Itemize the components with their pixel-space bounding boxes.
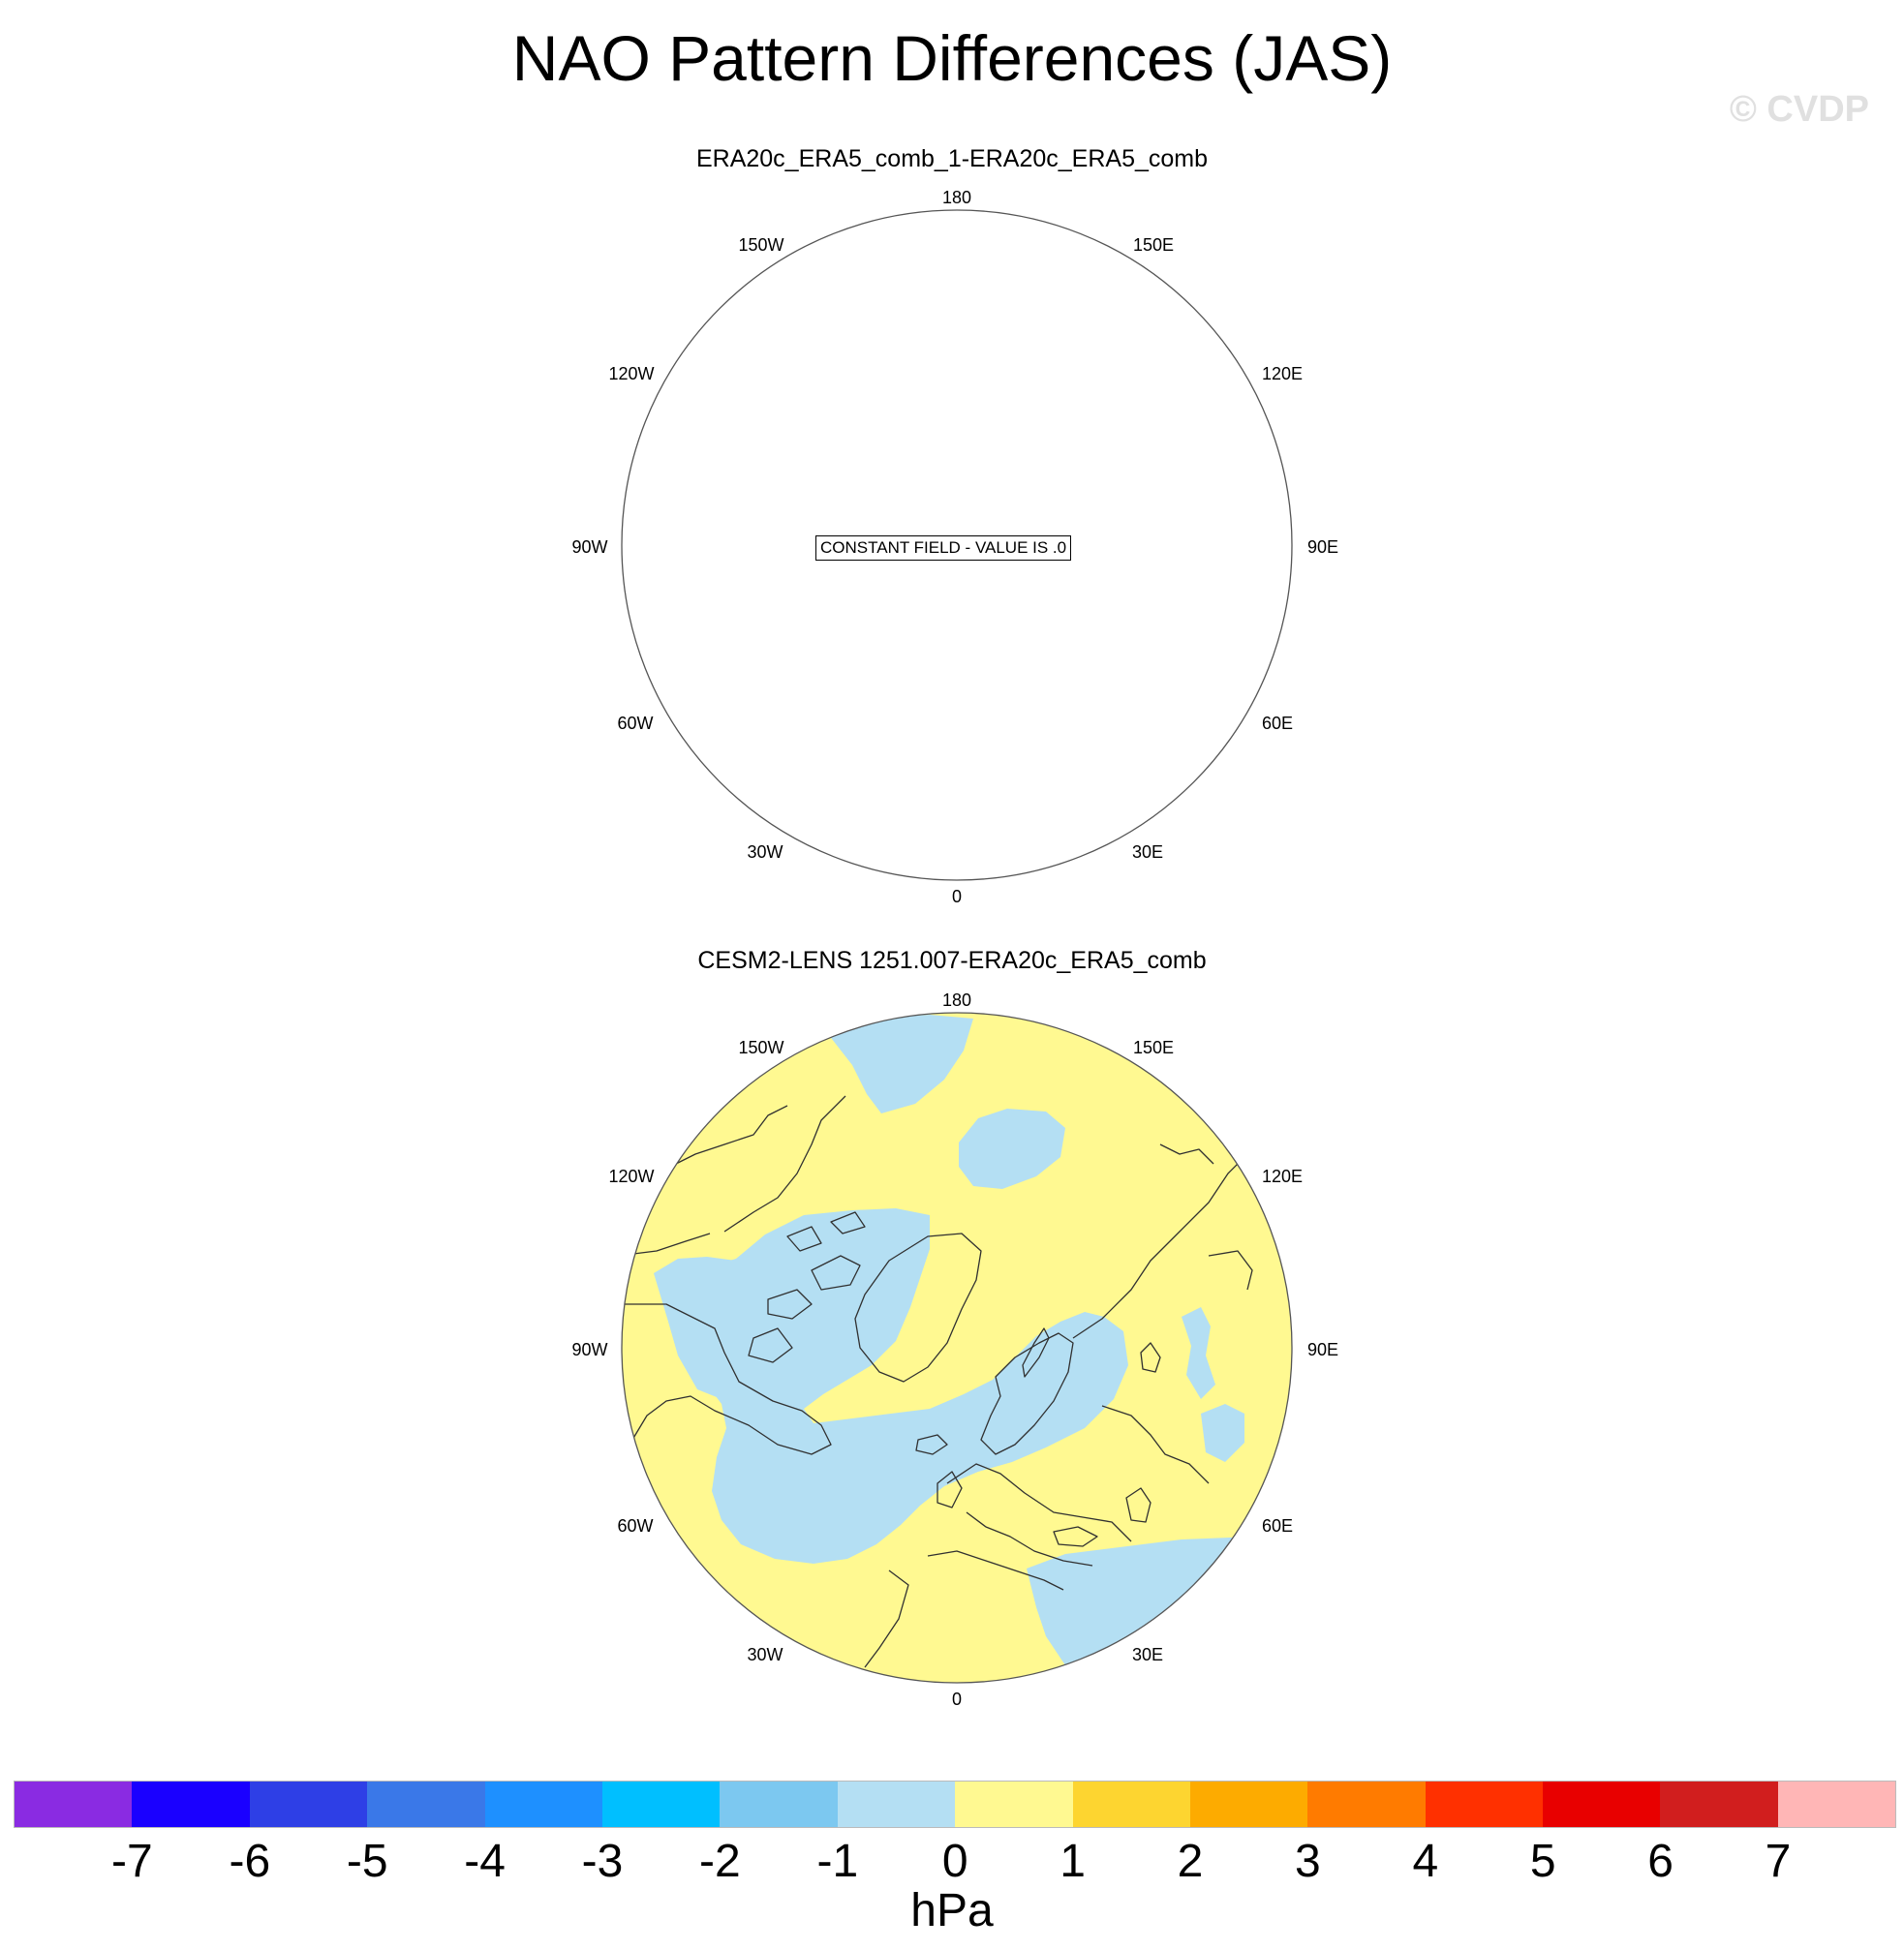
colorbar-tick-label: -6	[229, 1836, 271, 1887]
colorbar-tick-label: -7	[111, 1836, 153, 1887]
panel-2-map-frame	[621, 1012, 1293, 1684]
colorbar-tick-label: 5	[1529, 1836, 1556, 1887]
colorbar-box	[15, 1782, 133, 1827]
colorbar-box	[720, 1782, 838, 1827]
lon-label-150w: 150W	[738, 235, 783, 255]
colorbar-tick-label: 3	[1295, 1836, 1321, 1887]
polar-maps: 180 150W 150E 120W 120E 90W 90E 60W 60E …	[571, 188, 1338, 1709]
lon-label-60w: 60W	[617, 714, 653, 733]
panel-2-title: CESM2-LENS 1251.007-ERA20c_ERA5_comb	[697, 947, 1207, 974]
colorbar-tick-label: 0	[941, 1836, 968, 1887]
panel-1-longitude-labels: 180 150W 150E 120W 120E 90W 90E 60W 60E …	[571, 188, 1338, 906]
colorbar-tick-label: -3	[581, 1836, 624, 1887]
lon-label-90e: 90E	[1307, 537, 1338, 557]
colorbar-box	[249, 1782, 368, 1827]
lon-label-120w: 120W	[608, 364, 654, 383]
colorbar-box	[837, 1782, 956, 1827]
colorbar-units: hPa	[910, 1885, 994, 1936]
lon-label-60e: 60E	[1262, 714, 1293, 733]
colorbar-tick-label: 6	[1647, 1836, 1674, 1887]
colorbar-tick-label: -4	[464, 1836, 506, 1887]
lon-label-180: 180	[942, 990, 971, 1010]
colorbar-tick-label: -5	[346, 1836, 388, 1887]
lon-label-30e: 30E	[1132, 1645, 1163, 1664]
figure-title: NAO Pattern Differences (JAS)	[511, 22, 1393, 94]
lon-label-150w: 150W	[738, 1038, 783, 1057]
lon-label-0: 0	[952, 887, 962, 906]
lon-label-150e: 150E	[1133, 1038, 1174, 1057]
panel-2-map	[621, 1012, 1293, 1684]
cvdp-watermark: © CVDP	[1729, 89, 1869, 130]
colorbar-tick-label: 2	[1177, 1836, 1204, 1887]
lon-label-30e: 30E	[1132, 842, 1163, 862]
lon-label-120w: 120W	[608, 1167, 654, 1186]
lon-label-30w: 30W	[747, 842, 783, 862]
lon-label-30w: 30W	[747, 1645, 783, 1664]
colorbar-box	[1543, 1782, 1661, 1827]
colorbar-box	[1189, 1782, 1308, 1827]
colorbar-box	[601, 1782, 721, 1827]
colorbar-box	[1307, 1782, 1426, 1827]
colorbar-box	[1072, 1782, 1190, 1827]
constant-field-annotation: CONSTANT FIELD - VALUE IS .0	[815, 535, 1072, 561]
colorbar-box	[484, 1782, 602, 1827]
panel-2-longitude-labels: 180 150W 150E 120W 120E 90W 90E 60W 60E …	[571, 990, 1338, 1709]
colorbar-box	[132, 1782, 250, 1827]
lon-label-60w: 60W	[617, 1516, 653, 1536]
colorbar-box	[1660, 1782, 1778, 1827]
lon-label-0: 0	[952, 1690, 962, 1709]
colorbar	[13, 1781, 1897, 1828]
colorbar-tick-label: -2	[699, 1836, 741, 1887]
lon-label-150e: 150E	[1133, 235, 1174, 255]
lon-label-90w: 90W	[571, 537, 607, 557]
colorbar-tick-label: -1	[816, 1836, 859, 1887]
colorbar-box	[1425, 1782, 1544, 1827]
colorbar-tick-label: 4	[1412, 1836, 1439, 1887]
colorbar-tick-label: 1	[1059, 1836, 1086, 1887]
lon-label-60e: 60E	[1262, 1516, 1293, 1536]
colorbar-tick-label: 7	[1765, 1836, 1792, 1887]
lon-label-90w: 90W	[571, 1340, 607, 1359]
lon-label-120e: 120E	[1262, 364, 1303, 383]
colorbar-box	[1777, 1782, 1896, 1827]
colorbar-box	[367, 1782, 485, 1827]
panel-1-title: ERA20c_ERA5_comb_1-ERA20c_ERA5_comb	[695, 145, 1209, 172]
lon-label-90e: 90E	[1307, 1340, 1338, 1359]
lon-label-120e: 120E	[1262, 1167, 1303, 1186]
lon-label-180: 180	[942, 188, 971, 207]
colorbar-box	[955, 1782, 1073, 1827]
